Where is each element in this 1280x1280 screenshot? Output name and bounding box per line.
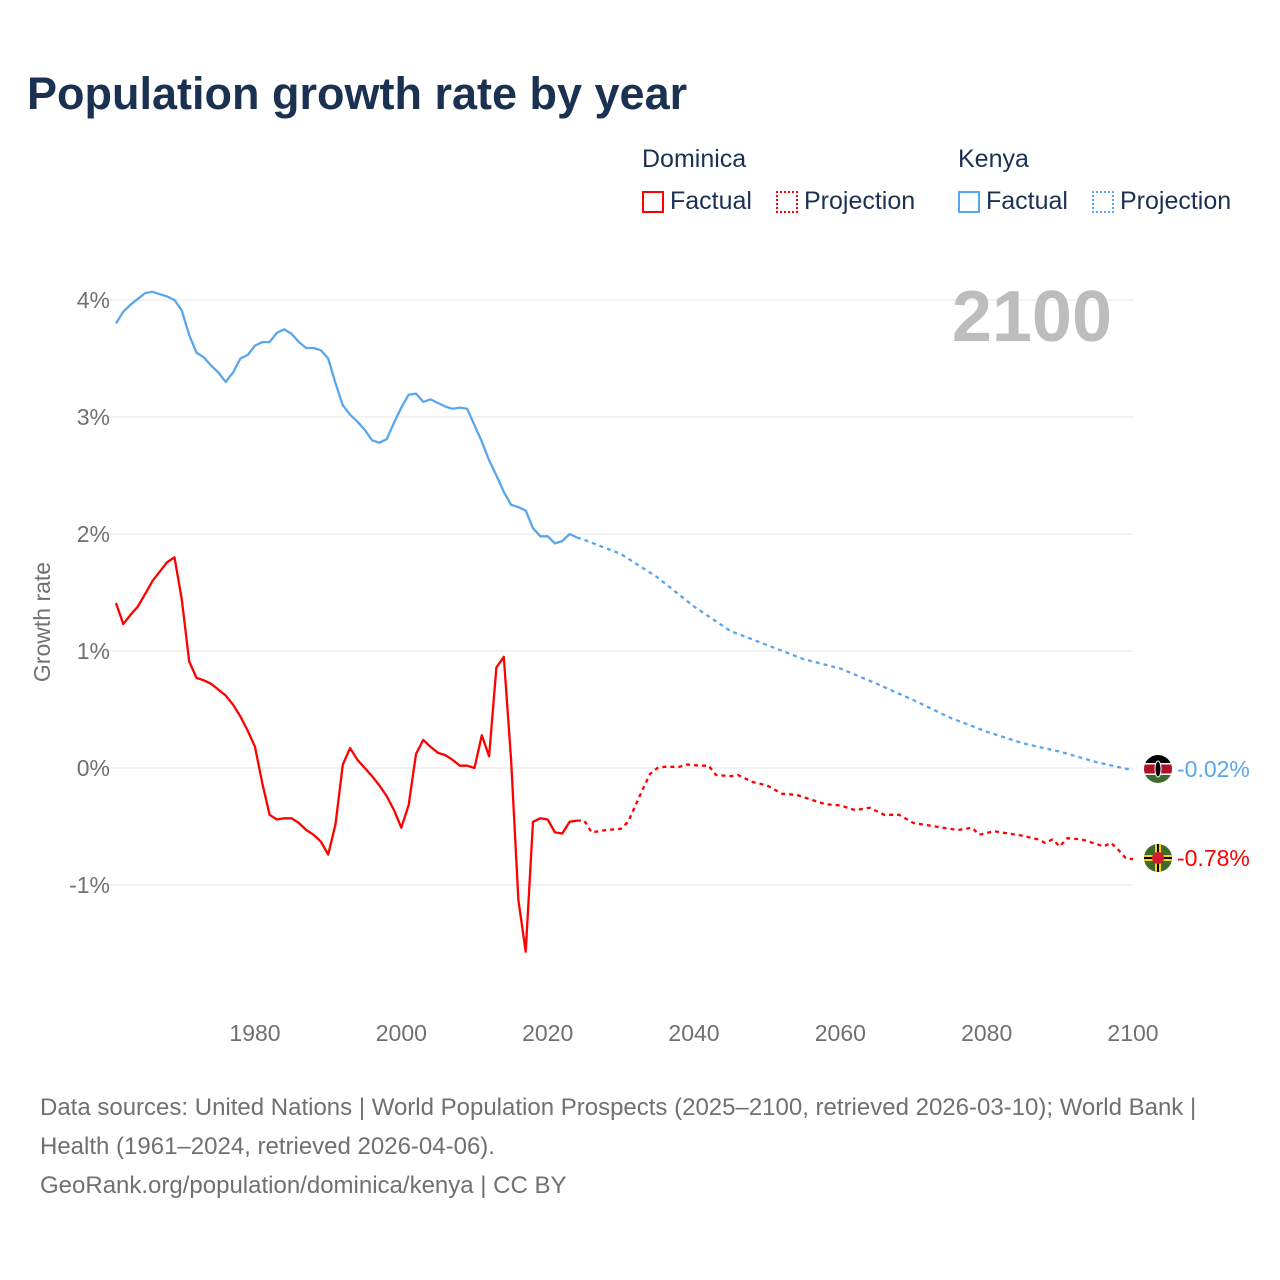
x-tick-label: 2080 xyxy=(961,1020,1012,1046)
kenya-factual-line xyxy=(115,290,578,545)
kenya-end-label: -0.02% xyxy=(1177,756,1250,782)
legend-swatch-dotted xyxy=(1092,190,1114,213)
legend-label: Projection xyxy=(1120,187,1232,215)
legend-swatch-dotted xyxy=(776,190,798,213)
y-tick-label: 3% xyxy=(77,404,110,430)
y-tick-label: 0% xyxy=(77,755,110,781)
dominica-flag-icon xyxy=(1144,844,1172,872)
x-tick-label: 2040 xyxy=(668,1020,719,1046)
chart-title: Population growth rate by year xyxy=(27,68,688,119)
legend-label: Factual xyxy=(986,187,1068,215)
x-tick-label: 1980 xyxy=(229,1020,280,1046)
y-axis-label: Growth rate xyxy=(29,562,55,682)
footer: Data sources: United Nations | World Pop… xyxy=(40,1088,1240,1205)
credit-link[interactable]: GeoRank.org/population/dominica/kenya | … xyxy=(40,1172,567,1199)
kenya-projection-line xyxy=(576,536,1134,772)
legend-swatch-solid xyxy=(642,190,664,213)
year-watermark: 2100 xyxy=(952,277,1112,357)
legend-kenya-projection[interactable]: Projection xyxy=(1092,187,1231,216)
y-tick-label: -1% xyxy=(69,872,110,898)
data-sources: Data sources: United Nations | World Pop… xyxy=(40,1094,1197,1160)
kenya-flag-icon xyxy=(1144,755,1172,783)
legend-dominica-factual[interactable]: Factual xyxy=(642,187,752,216)
y-tick-label: 4% xyxy=(77,287,110,313)
legend-group-dominica: Dominica xyxy=(642,145,747,173)
legend-swatch-solid xyxy=(958,190,980,213)
dominica-projection-line xyxy=(576,763,1134,861)
legend-dominica-projection[interactable]: Projection xyxy=(776,187,915,216)
legend-label: Projection xyxy=(804,187,916,215)
legend-kenya-factual[interactable]: Factual xyxy=(958,187,1068,216)
x-tick-label: 2020 xyxy=(522,1020,573,1046)
x-tick-label: 2060 xyxy=(815,1020,866,1046)
dominica-end-label: -0.78% xyxy=(1177,845,1250,871)
x-tick-label: 2000 xyxy=(376,1020,427,1046)
y-tick-label: 1% xyxy=(77,638,110,664)
legend-label: Factual xyxy=(670,187,752,215)
dominica-factual-line xyxy=(114,556,578,953)
x-tick-label: 2100 xyxy=(1107,1020,1158,1046)
y-tick-label: 2% xyxy=(77,521,110,547)
legend-group-kenya: Kenya xyxy=(958,145,1029,173)
